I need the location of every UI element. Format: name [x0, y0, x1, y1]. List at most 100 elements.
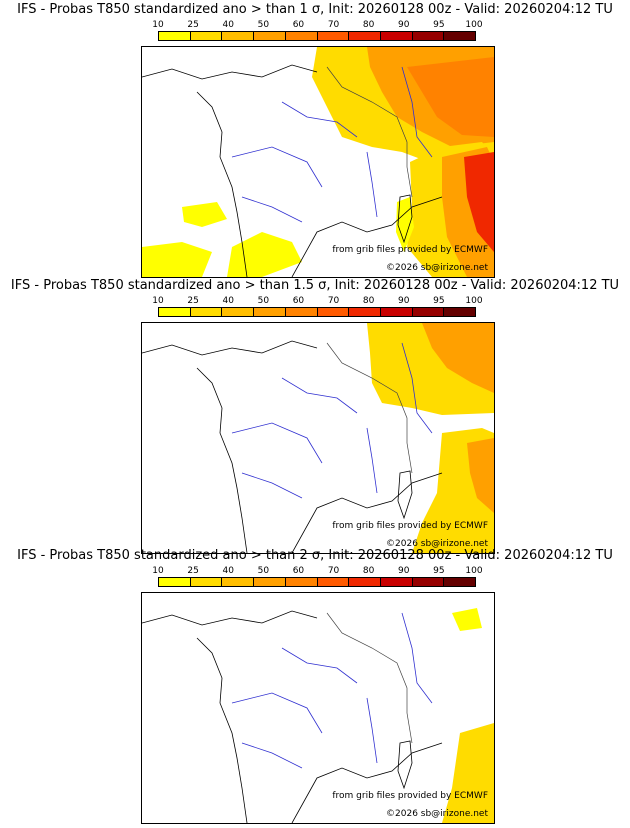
legend-tick-label: 100	[465, 296, 483, 306]
river-loire	[231, 422, 323, 464]
coastline-channel	[142, 340, 318, 356]
panel-title: IFS - Probas T850 standardized ano > tha…	[17, 548, 613, 563]
coastline-atlantic	[196, 637, 248, 823]
coastline-mediterranean	[291, 196, 443, 277]
legend-swatch	[412, 308, 445, 316]
legend-tick-label: 60	[292, 566, 305, 576]
coastline-channel	[142, 64, 318, 80]
coastline-corsica	[397, 194, 413, 244]
legend-tick-label: 80	[362, 296, 375, 306]
coastline-corsica	[397, 740, 413, 790]
legend-tick-label: 100	[465, 566, 483, 576]
legend-tick-labels: 10 25 40 50 60 70 80 90 95 100	[152, 296, 482, 306]
country-border	[326, 66, 413, 198]
legend-tick-label: 90	[398, 296, 410, 306]
prob-area-northeast-high	[407, 57, 494, 137]
prob-area-spain	[227, 232, 302, 277]
legend-swatch	[380, 32, 413, 40]
legend-tick-label: 50	[257, 296, 270, 306]
data-source-credit: from grib files provided by ECMWF	[332, 245, 488, 255]
prob-area-corsica	[396, 197, 414, 252]
probability-map: from grib files provided by ECMWF ©2026 …	[141, 46, 495, 278]
legend-tick-label: 90	[398, 20, 410, 30]
legend-tick-label: 95	[433, 20, 445, 30]
legend-tick-label: 10	[152, 296, 164, 306]
probability-map: from grib files provided by ECMWF ©2026 …	[141, 322, 495, 554]
legend-swatch	[380, 308, 413, 316]
legend-swatch	[190, 308, 223, 316]
legend-tick-label: 90	[398, 566, 410, 576]
legend-color-bar	[158, 307, 476, 317]
river-loire	[231, 692, 323, 734]
country-border	[326, 612, 413, 744]
legend-swatch	[254, 32, 286, 40]
river-seine	[281, 101, 358, 138]
legend-tick-label: 40	[222, 296, 234, 306]
prob-area-alps	[442, 723, 494, 823]
legend-swatch	[285, 578, 318, 586]
legend-swatch	[349, 32, 381, 40]
legend-swatch	[285, 308, 318, 316]
prob-area-southwest	[142, 242, 212, 277]
legend-tick-label: 60	[292, 20, 305, 30]
legend-tick-label: 40	[222, 566, 234, 576]
legend-swatch	[412, 32, 445, 40]
coastline-channel	[142, 610, 318, 626]
legend-tick-label: 70	[327, 296, 340, 306]
coastline-corsica	[397, 470, 413, 520]
river-loire	[231, 146, 323, 188]
legend-tick-label: 10	[152, 20, 164, 30]
river-seine	[281, 377, 358, 414]
map-graphic	[142, 323, 494, 553]
legend-tick-label: 50	[257, 20, 270, 30]
legend-swatch	[254, 308, 286, 316]
legend-color-bar	[158, 31, 476, 41]
legend-swatch	[444, 32, 476, 40]
legend-tick-label: 95	[433, 296, 445, 306]
coastline-mediterranean	[291, 742, 443, 823]
river-seine	[281, 647, 358, 684]
panel-title: IFS - Probas T850 standardized ano > tha…	[17, 2, 613, 17]
legend-swatch	[349, 308, 381, 316]
legend-tick-label: 70	[327, 566, 340, 576]
legend-tick-label: 70	[327, 20, 340, 30]
legend-swatch	[317, 32, 350, 40]
legend-swatch	[254, 578, 286, 586]
map-graphic	[142, 608, 494, 823]
forecast-panel-2-sigma: IFS - Probas T850 standardized ano > tha…	[0, 546, 630, 824]
copyright-notice: ©2026 sb@irizone.net	[386, 539, 488, 549]
legend-tick-label: 80	[362, 20, 375, 30]
legend-swatch	[380, 578, 413, 586]
legend-swatch	[285, 32, 318, 40]
color-legend: 10 25 40 50 60 70 80 90 95 100	[152, 566, 483, 596]
legend-tick-labels: 10 25 40 50 60 70 80 90 95 100	[152, 566, 482, 576]
legend-tick-label: 60	[292, 296, 305, 306]
legend-tick-label: 95	[433, 566, 445, 576]
map-graphic	[142, 47, 494, 277]
legend-tick-labels: 10 25 40 50 60 70 80 90 95 100	[152, 20, 482, 30]
legend-tick-label: 50	[257, 566, 270, 576]
legend-color-bar	[158, 577, 476, 587]
legend-tick-label: 40	[222, 20, 234, 30]
legend-swatch	[444, 308, 476, 316]
river-rhine	[401, 66, 433, 158]
panel-title: IFS - Probas T850 standardized ano > tha…	[10, 278, 620, 293]
river-rhone	[366, 427, 378, 494]
legend-swatch	[349, 578, 381, 586]
legend-swatch	[159, 32, 191, 40]
coastline-mediterranean	[291, 472, 443, 553]
coastline-atlantic	[196, 91, 248, 277]
forecast-panel-1-sigma: IFS - Probas T850 standardized ano > tha…	[0, 0, 630, 278]
legend-tick-label: 25	[187, 20, 199, 30]
legend-tick-label: 25	[187, 296, 199, 306]
legend-swatch	[159, 578, 191, 586]
legend-swatch	[222, 308, 255, 316]
prob-area-northeast-mid	[422, 323, 494, 393]
legend-swatch	[190, 32, 223, 40]
color-legend: 10 25 40 50 60 70 80 90 95 100	[152, 296, 483, 326]
prob-area-biscay	[182, 202, 227, 227]
coastline-atlantic	[196, 367, 248, 553]
river-rhone	[366, 151, 378, 218]
river-rhine	[401, 342, 433, 434]
probability-map: from grib files provided by ECMWF ©2026 …	[141, 592, 495, 824]
